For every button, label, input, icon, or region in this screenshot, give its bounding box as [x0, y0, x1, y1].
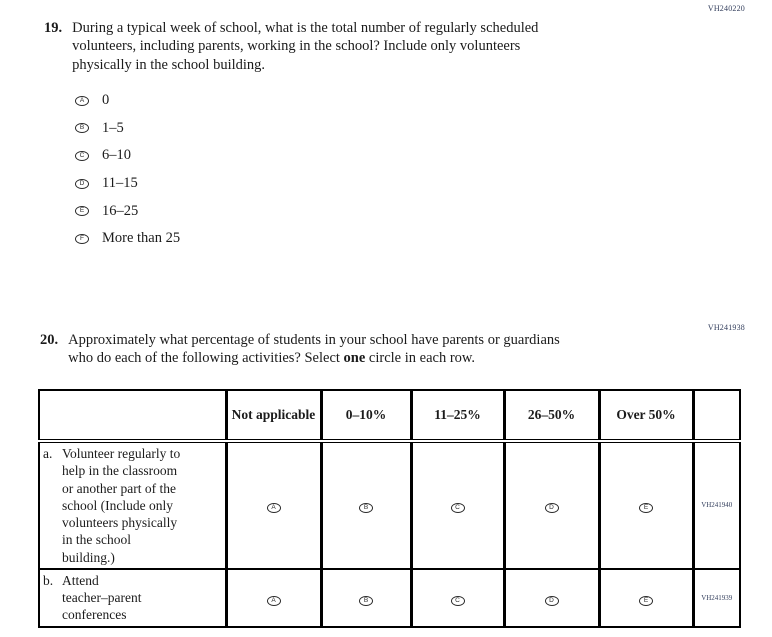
question-20-line2-post: circle in each row.	[365, 350, 476, 367]
option-label: 16–25	[102, 202, 139, 219]
option-label: 6–10	[102, 147, 131, 164]
option-label: 11–15	[102, 175, 138, 192]
answer-bubble-c[interactable]: C	[75, 150, 89, 161]
header-code-empty	[691, 390, 740, 443]
question-20: 20. Approximately what percentage of stu…	[40, 331, 680, 368]
answer-bubble-e[interactable]: E	[75, 206, 89, 217]
row-a-label: Volunteer regularly to help in the class…	[62, 446, 181, 565]
question-20-bold-word: one	[343, 350, 366, 367]
answer-bubble-a[interactable]: A	[75, 95, 89, 106]
header-0-10: 0–10%	[319, 390, 411, 443]
row-a-cell-over-50: E	[597, 441, 693, 570]
row-b-code: VH241939	[691, 568, 740, 627]
row-b-label-cell: b. Attend teacher–parent conferences	[39, 569, 226, 627]
question-20-number: 20.	[40, 332, 59, 348]
row-a-bubble-c[interactable]: C	[450, 503, 465, 514]
row-a-code: VH241940	[691, 441, 740, 570]
response-grid-table: Not applicable 0–10% 11–25% 26–50% Over …	[38, 389, 741, 628]
option-row-5: F More than 25	[75, 225, 180, 253]
option-row-3: D 11–15	[75, 170, 180, 198]
question-20-text: Approximately what percentage of student…	[68, 331, 560, 368]
row-b-cell-over-50: E	[597, 568, 693, 627]
row-b-cell-26-50: D	[502, 568, 599, 627]
row-a-bubble-a[interactable]: A	[266, 503, 281, 514]
header-empty	[39, 390, 226, 443]
answer-bubble-f[interactable]: F	[75, 233, 89, 244]
question-19-options: A 0 B 1–5 C 6–10 D 11–15 E 16–25 F More …	[75, 87, 180, 253]
option-label: More than 25	[102, 230, 181, 247]
header-over-50: Over 50%	[597, 390, 693, 443]
question-19: 19. During a typical week of school, wha…	[44, 19, 664, 74]
question-19-number: 19.	[44, 20, 63, 36]
row-a-bubble-b[interactable]: B	[359, 503, 373, 514]
table-row-a: a. Volunteer regularly to help in the cl…	[39, 441, 740, 570]
row-a-prefix: a.	[43, 446, 53, 461]
row-a-cell-0-10: B	[319, 441, 411, 570]
table-row-b: b. Attend teacher–parent conferences A B…	[39, 568, 740, 627]
row-b-cell-11-25: C	[409, 568, 504, 627]
question-19-text: During a typical week of school, what is…	[72, 20, 539, 73]
option-row-4: E 16–25	[75, 197, 180, 225]
answer-bubble-b[interactable]: B	[75, 123, 89, 134]
header-26-50: 26–50%	[502, 390, 599, 443]
row-b-cell-not-applicable: A	[224, 568, 321, 627]
question-20-line1: Approximately what percentage of student…	[68, 332, 560, 348]
question-20-line2-pre: who do each of the following activities?…	[68, 350, 344, 367]
option-label: 1–5	[102, 119, 124, 136]
row-b-label: Attend teacher–parent conferences	[62, 572, 142, 623]
question-19-code: VH240220	[707, 4, 745, 13]
option-row-0: A 0	[75, 87, 180, 115]
row-b-bubble-c[interactable]: C	[450, 595, 465, 606]
row-b-bubble-b[interactable]: B	[359, 595, 373, 606]
row-a-label-cell: a. Volunteer regularly to help in the cl…	[39, 441, 226, 570]
row-a-bubble-e[interactable]: E	[639, 503, 653, 514]
row-a-cell-26-50: D	[502, 441, 599, 570]
option-label: 0	[102, 92, 110, 109]
row-b-bubble-e[interactable]: E	[639, 595, 653, 606]
header-11-25: 11–25%	[409, 390, 504, 443]
header-not-applicable: Not applicable	[224, 390, 321, 443]
header-row: Not applicable 0–10% 11–25% 26–50% Over …	[39, 390, 740, 443]
row-a-bubble-d[interactable]: D	[544, 503, 559, 514]
option-row-2: C 6–10	[75, 142, 180, 170]
row-a-cell-not-applicable: A	[224, 441, 321, 570]
answer-bubble-d[interactable]: D	[75, 178, 89, 189]
row-a-cell-11-25: C	[409, 441, 504, 570]
row-b-prefix: b.	[43, 572, 54, 588]
question-20-code: VH241938	[707, 323, 745, 332]
row-b-bubble-d[interactable]: D	[544, 595, 559, 606]
row-b-bubble-a[interactable]: A	[266, 595, 281, 606]
option-row-1: B 1–5	[75, 115, 180, 143]
row-b-cell-0-10: B	[319, 568, 411, 627]
